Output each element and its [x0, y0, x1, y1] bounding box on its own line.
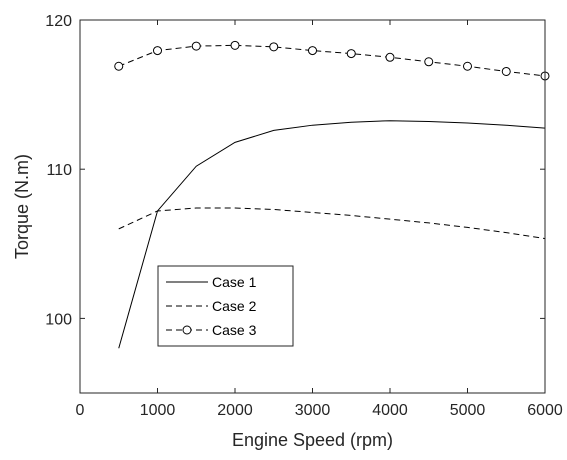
- series-line-3: [118, 44, 546, 77]
- series-3-point: [501, 66, 511, 76]
- x-tick-label: 1000: [140, 402, 176, 419]
- x-tick-label: 6000: [527, 402, 563, 419]
- legend: Case 1 Case 2 Case 3: [157, 265, 294, 347]
- series-3-point: [463, 61, 472, 71]
- x-axis-label: Engine Speed (rpm): [232, 430, 393, 450]
- x-tick-label: 0: [76, 402, 85, 419]
- axes-box: [79, 19, 546, 394]
- x-tick-label: 2000: [217, 402, 253, 419]
- y-tick-label: 120: [45, 13, 72, 30]
- legend-label-1: Case 1: [212, 274, 257, 290]
- legend-label-3: Case 3: [212, 322, 257, 338]
- legend-label-2: Case 2: [212, 298, 257, 314]
- x-tick-label: 3000: [295, 402, 331, 419]
- x-tick-label: 4000: [372, 402, 408, 419]
- series-3-point: [114, 61, 124, 71]
- y-tick-label: 110: [46, 162, 72, 179]
- x-tick-label: 5000: [450, 402, 486, 419]
- axes: 0 1000 2000 3000 4000 5000 6000 100 110 120: [45, 13, 563, 419]
- series-line-1: [118, 120, 546, 349]
- series-3-point: [308, 46, 317, 56]
- series-3-point: [346, 49, 356, 59]
- series-3-point: [385, 52, 395, 62]
- series-3-point: [191, 41, 201, 51]
- series-3-point: [269, 42, 279, 52]
- y-axis-label: Torque (N.m): [12, 154, 32, 259]
- series-3-point: [153, 46, 162, 56]
- y-tick-label: 100: [45, 311, 72, 328]
- series-3-point: [230, 40, 240, 50]
- legend-marker-3: [182, 325, 192, 335]
- series-3-point: [424, 57, 434, 67]
- series-line-2: [118, 207, 546, 240]
